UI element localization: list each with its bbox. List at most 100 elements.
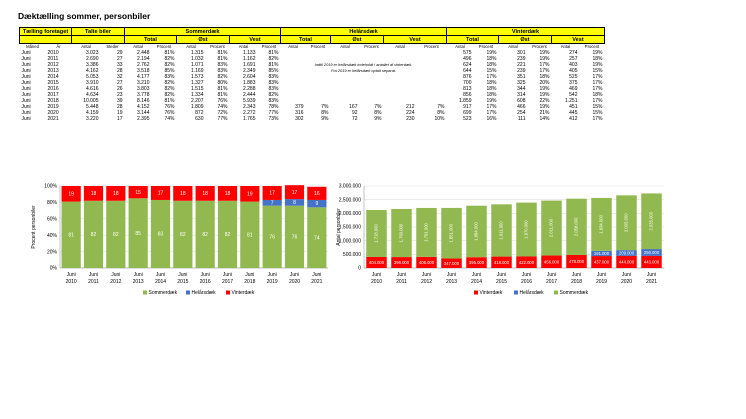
col-count: Antal (229, 43, 258, 50)
data-label: 74 (314, 235, 320, 241)
table-row: Juni 2010 3.023 29 2.448 81% 1.315 81% 1.133 81% 5… (20, 50, 605, 56)
col-year: År (45, 43, 72, 50)
col-count: Antal (498, 43, 528, 50)
subheader-summer-west: Vest (229, 35, 281, 44)
table-row: Juni 2011 2.690 27 2.194 82% 1.032 81% 1.162 82% 4… (20, 56, 605, 62)
table-cell: Juni (21, 56, 31, 62)
table-cell: 8% (437, 110, 445, 116)
legend-swatch (474, 290, 478, 295)
data-label: 2.005.000 (624, 213, 629, 232)
legend-label: Sommerdæk (560, 290, 589, 296)
table-cell: 221 (517, 62, 526, 68)
data-label: 15 (135, 190, 141, 196)
col-count: Antal (124, 43, 152, 50)
table-row: Juni 2014 5.053 32 4.177 83% 1.573 82% 2.604 83% 8… (20, 74, 605, 80)
table-cell: 412 (569, 116, 578, 122)
y-tick-label: 500.000 (343, 252, 361, 258)
x-tick-label: Juni (522, 272, 531, 278)
bar-segment (262, 186, 282, 200)
table-row: Juni 2018 10.005 39 8.146 81% 2.207 76% 5.939 83%… (20, 98, 605, 104)
data-label: 17 (292, 190, 298, 196)
table-cell: 1.809 (190, 104, 204, 110)
table-cell: 82% (268, 92, 279, 98)
table-cell: 10.005 (83, 98, 99, 104)
subheader-summer-east: Øst (176, 35, 230, 44)
table-cell: 2021 (47, 116, 59, 122)
table-cell: 83% (268, 86, 279, 92)
bar-segment (173, 186, 193, 201)
table-cell: Juni (21, 74, 31, 80)
table-cell: 19% (539, 92, 550, 98)
table-cell: 3.910 (85, 80, 99, 86)
table-cell: 17% (592, 98, 603, 104)
header-summer: Sommerdæk (124, 27, 281, 36)
table-cell: 302 (295, 116, 304, 122)
table-cell: 2020 (47, 110, 59, 116)
data-label: 1.934.000 (599, 214, 604, 233)
bar-segment (441, 258, 462, 268)
table-cell: 15% (486, 68, 497, 74)
x-tick-label: 2018 (571, 279, 582, 285)
x-tick-label: Juni (547, 272, 556, 278)
x-tick-label: Juni (497, 272, 506, 278)
x-tick-label: Juni (268, 272, 277, 278)
table-cell: 20% (539, 80, 550, 86)
table-cell: 876 (463, 74, 472, 80)
x-tick-label: Juni (447, 272, 456, 278)
table-cell: 2.690 (85, 56, 99, 62)
table-cell: 76% (164, 104, 175, 110)
table-cell: 344 (517, 86, 526, 92)
table-cell: 239 (517, 56, 526, 62)
table-cell: 85% (268, 68, 279, 74)
table-cell: 85% (164, 68, 175, 74)
col-pct: Procent (257, 43, 281, 50)
table-cell: 1.162 (242, 56, 256, 62)
bar-segment (541, 255, 562, 268)
table-cell: 624 (463, 62, 472, 68)
data-label: 347.000 (444, 261, 460, 266)
data-label: 18 (91, 191, 97, 197)
bar-segment (262, 205, 282, 268)
bar-segment (284, 205, 305, 268)
table-cell: 405 (569, 68, 578, 74)
subheader-summer-total: Total (124, 35, 177, 44)
subheader-allseason-total: Total (280, 35, 331, 44)
data-label: 1.718.000 (374, 223, 379, 242)
data-label: 444.000 (619, 260, 635, 265)
y-tick-label: 1.000.000 (339, 238, 361, 244)
table-cell: 9% (321, 116, 329, 122)
table-cell: 14% (539, 116, 550, 122)
table-cell: 39 (116, 98, 123, 104)
data-label: 8 (293, 200, 296, 206)
table-cell: 1.327 (190, 80, 204, 86)
table-cell: 813 (463, 86, 472, 92)
table-cell: 76% (164, 110, 175, 116)
data-label: 82 (113, 232, 119, 238)
x-tick-label: Juni (372, 272, 381, 278)
bar-segment (195, 200, 215, 268)
note-line: Fra 2019 er helårsdæk optalt separat. (330, 68, 397, 73)
data-label: 76 (269, 234, 275, 240)
table-cell: 525 (569, 74, 578, 80)
table-cell: Juni (21, 98, 31, 104)
table-cell: 1.251 (564, 98, 578, 104)
x-tick-label: Juni (312, 272, 321, 278)
x-tick-label: 2019 (267, 279, 278, 285)
x-tick-label: 2016 (521, 279, 532, 285)
data-label: 82 (202, 232, 208, 238)
bar-segment (591, 197, 612, 251)
table-cell: 81% (164, 98, 175, 104)
table-cell: 4.152 (136, 104, 150, 110)
table-cell: 3.803 (136, 86, 150, 92)
bar-segment (441, 207, 462, 259)
data-label: 2.035.000 (649, 211, 654, 230)
x-tick-label: 2020 (289, 279, 300, 285)
x-tick-label: Juni (89, 272, 98, 278)
table-cell: 699 (463, 110, 472, 116)
table-cell: 18% (592, 92, 603, 98)
x-tick-label: Juni (290, 272, 299, 278)
table-cell: 2.349 (242, 68, 256, 74)
x-tick-label: Juni (245, 272, 254, 278)
table-cell: 7% (437, 104, 445, 110)
bar-segment (307, 186, 327, 200)
